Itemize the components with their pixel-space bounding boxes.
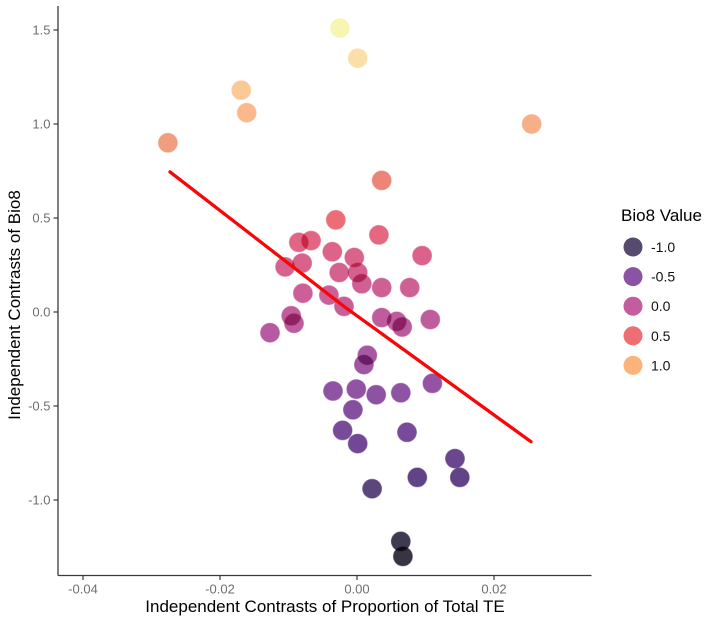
scatter-point bbox=[445, 448, 465, 469]
scatter-point bbox=[347, 48, 368, 69]
legend: Bio8 Value -1.0 -0.5 0.0 0.5 1.0 bbox=[621, 206, 702, 375]
scatter-point bbox=[260, 322, 280, 343]
scatter-point bbox=[292, 283, 313, 304]
scatter-point bbox=[422, 373, 443, 394]
legend-swatch bbox=[623, 296, 643, 316]
scatter-point bbox=[362, 478, 383, 499]
x-tick-label: -0.04 bbox=[68, 582, 98, 597]
scatter-point bbox=[284, 313, 304, 334]
scatter-point bbox=[371, 170, 392, 191]
scatter-point bbox=[392, 546, 413, 567]
scatter-point bbox=[346, 379, 367, 400]
scatter-point bbox=[325, 209, 346, 230]
scatter-point bbox=[231, 80, 252, 101]
x-axis-ticks: -0.04 -0.02 0.00 0.02 bbox=[68, 575, 507, 597]
y-axis-title: Independent Contrasts of Bio8 bbox=[5, 190, 24, 420]
scatter-point bbox=[392, 317, 413, 337]
scatter-point bbox=[342, 399, 363, 420]
scatter-point bbox=[371, 277, 392, 298]
legend-swatch bbox=[623, 267, 643, 287]
legend-item-label: -1.0 bbox=[651, 239, 675, 255]
x-tick-label: 0.02 bbox=[481, 582, 506, 597]
scatter-point bbox=[157, 132, 178, 153]
legend-item-label: 0.5 bbox=[651, 328, 671, 344]
scatter-point bbox=[420, 309, 441, 330]
scatter-point bbox=[407, 467, 428, 488]
scatter-point bbox=[397, 422, 417, 443]
legend-swatch bbox=[623, 326, 643, 346]
scatter-point bbox=[323, 381, 343, 401]
legend-title: Bio8 Value bbox=[621, 206, 702, 225]
scatter-point bbox=[353, 354, 374, 375]
legend-swatch bbox=[623, 355, 643, 375]
scatter-point bbox=[412, 245, 433, 266]
legend-swatch bbox=[623, 237, 643, 257]
scatter-point bbox=[399, 277, 420, 298]
scatter-point bbox=[332, 420, 353, 441]
y-tick-label: 1.0 bbox=[32, 117, 50, 132]
legend-items: -1.0 -0.5 0.0 0.5 1.0 bbox=[623, 237, 675, 375]
scatter-point bbox=[301, 230, 322, 251]
scatter-point bbox=[236, 102, 257, 123]
legend-item-label: 0.0 bbox=[651, 298, 671, 314]
scatter-point bbox=[366, 384, 387, 405]
scatter-points bbox=[157, 18, 542, 567]
y-axis-ticks: 1.5 1.0 0.5 0.0 -0.5 -1.0 bbox=[28, 23, 58, 508]
legend-item-label: -0.5 bbox=[651, 269, 675, 285]
scatter-point bbox=[390, 382, 411, 403]
x-tick-label: -0.02 bbox=[205, 582, 235, 597]
scatter-point bbox=[521, 114, 542, 134]
scatter-point bbox=[322, 241, 343, 262]
legend-item-label: 1.0 bbox=[651, 357, 671, 373]
scatter-point bbox=[368, 224, 389, 245]
y-tick-label: -1.0 bbox=[28, 493, 50, 508]
scatter-point bbox=[449, 467, 470, 488]
scatter-point bbox=[329, 262, 350, 283]
scatter-point bbox=[347, 433, 368, 454]
scatter-point bbox=[351, 273, 372, 294]
y-tick-label: 0.5 bbox=[32, 211, 50, 226]
scatter-point bbox=[329, 18, 350, 39]
y-tick-label: 1.5 bbox=[32, 23, 50, 38]
x-axis-title: Independent Contrasts of Proportion of T… bbox=[145, 597, 504, 616]
y-tick-label: 0.0 bbox=[32, 305, 50, 320]
x-tick-label: 0.00 bbox=[344, 582, 369, 597]
y-tick-label: -0.5 bbox=[28, 399, 50, 414]
trend-line bbox=[168, 170, 533, 444]
